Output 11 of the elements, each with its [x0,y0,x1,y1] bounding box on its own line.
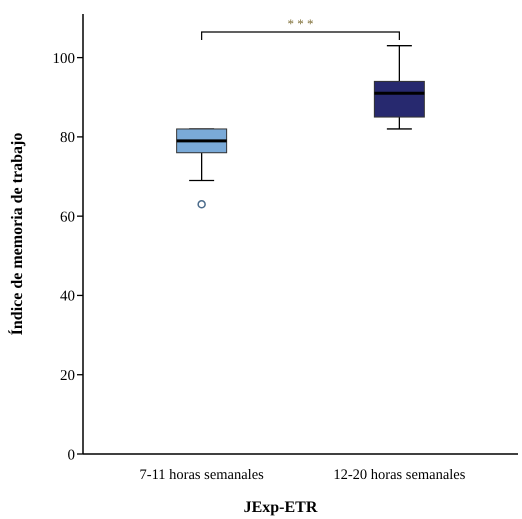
x-tick-label: 12-20 horas semanales [333,467,466,483]
x-axis-title: JExp-ETR [244,499,318,516]
y-axis-title: Índice de memoria de trabajo [8,132,26,336]
y-tick-label: 60 [60,209,75,226]
y-tick-label: 100 [52,50,75,67]
y-tick-label: 20 [60,368,75,384]
y-tick-label: 0 [68,447,75,464]
y-tick-label: 80 [60,130,75,146]
annotation: * * * [288,16,314,31]
x-tick-label: 7-11 horas semanales [139,467,264,483]
y-tick-label: 40 [60,288,75,305]
